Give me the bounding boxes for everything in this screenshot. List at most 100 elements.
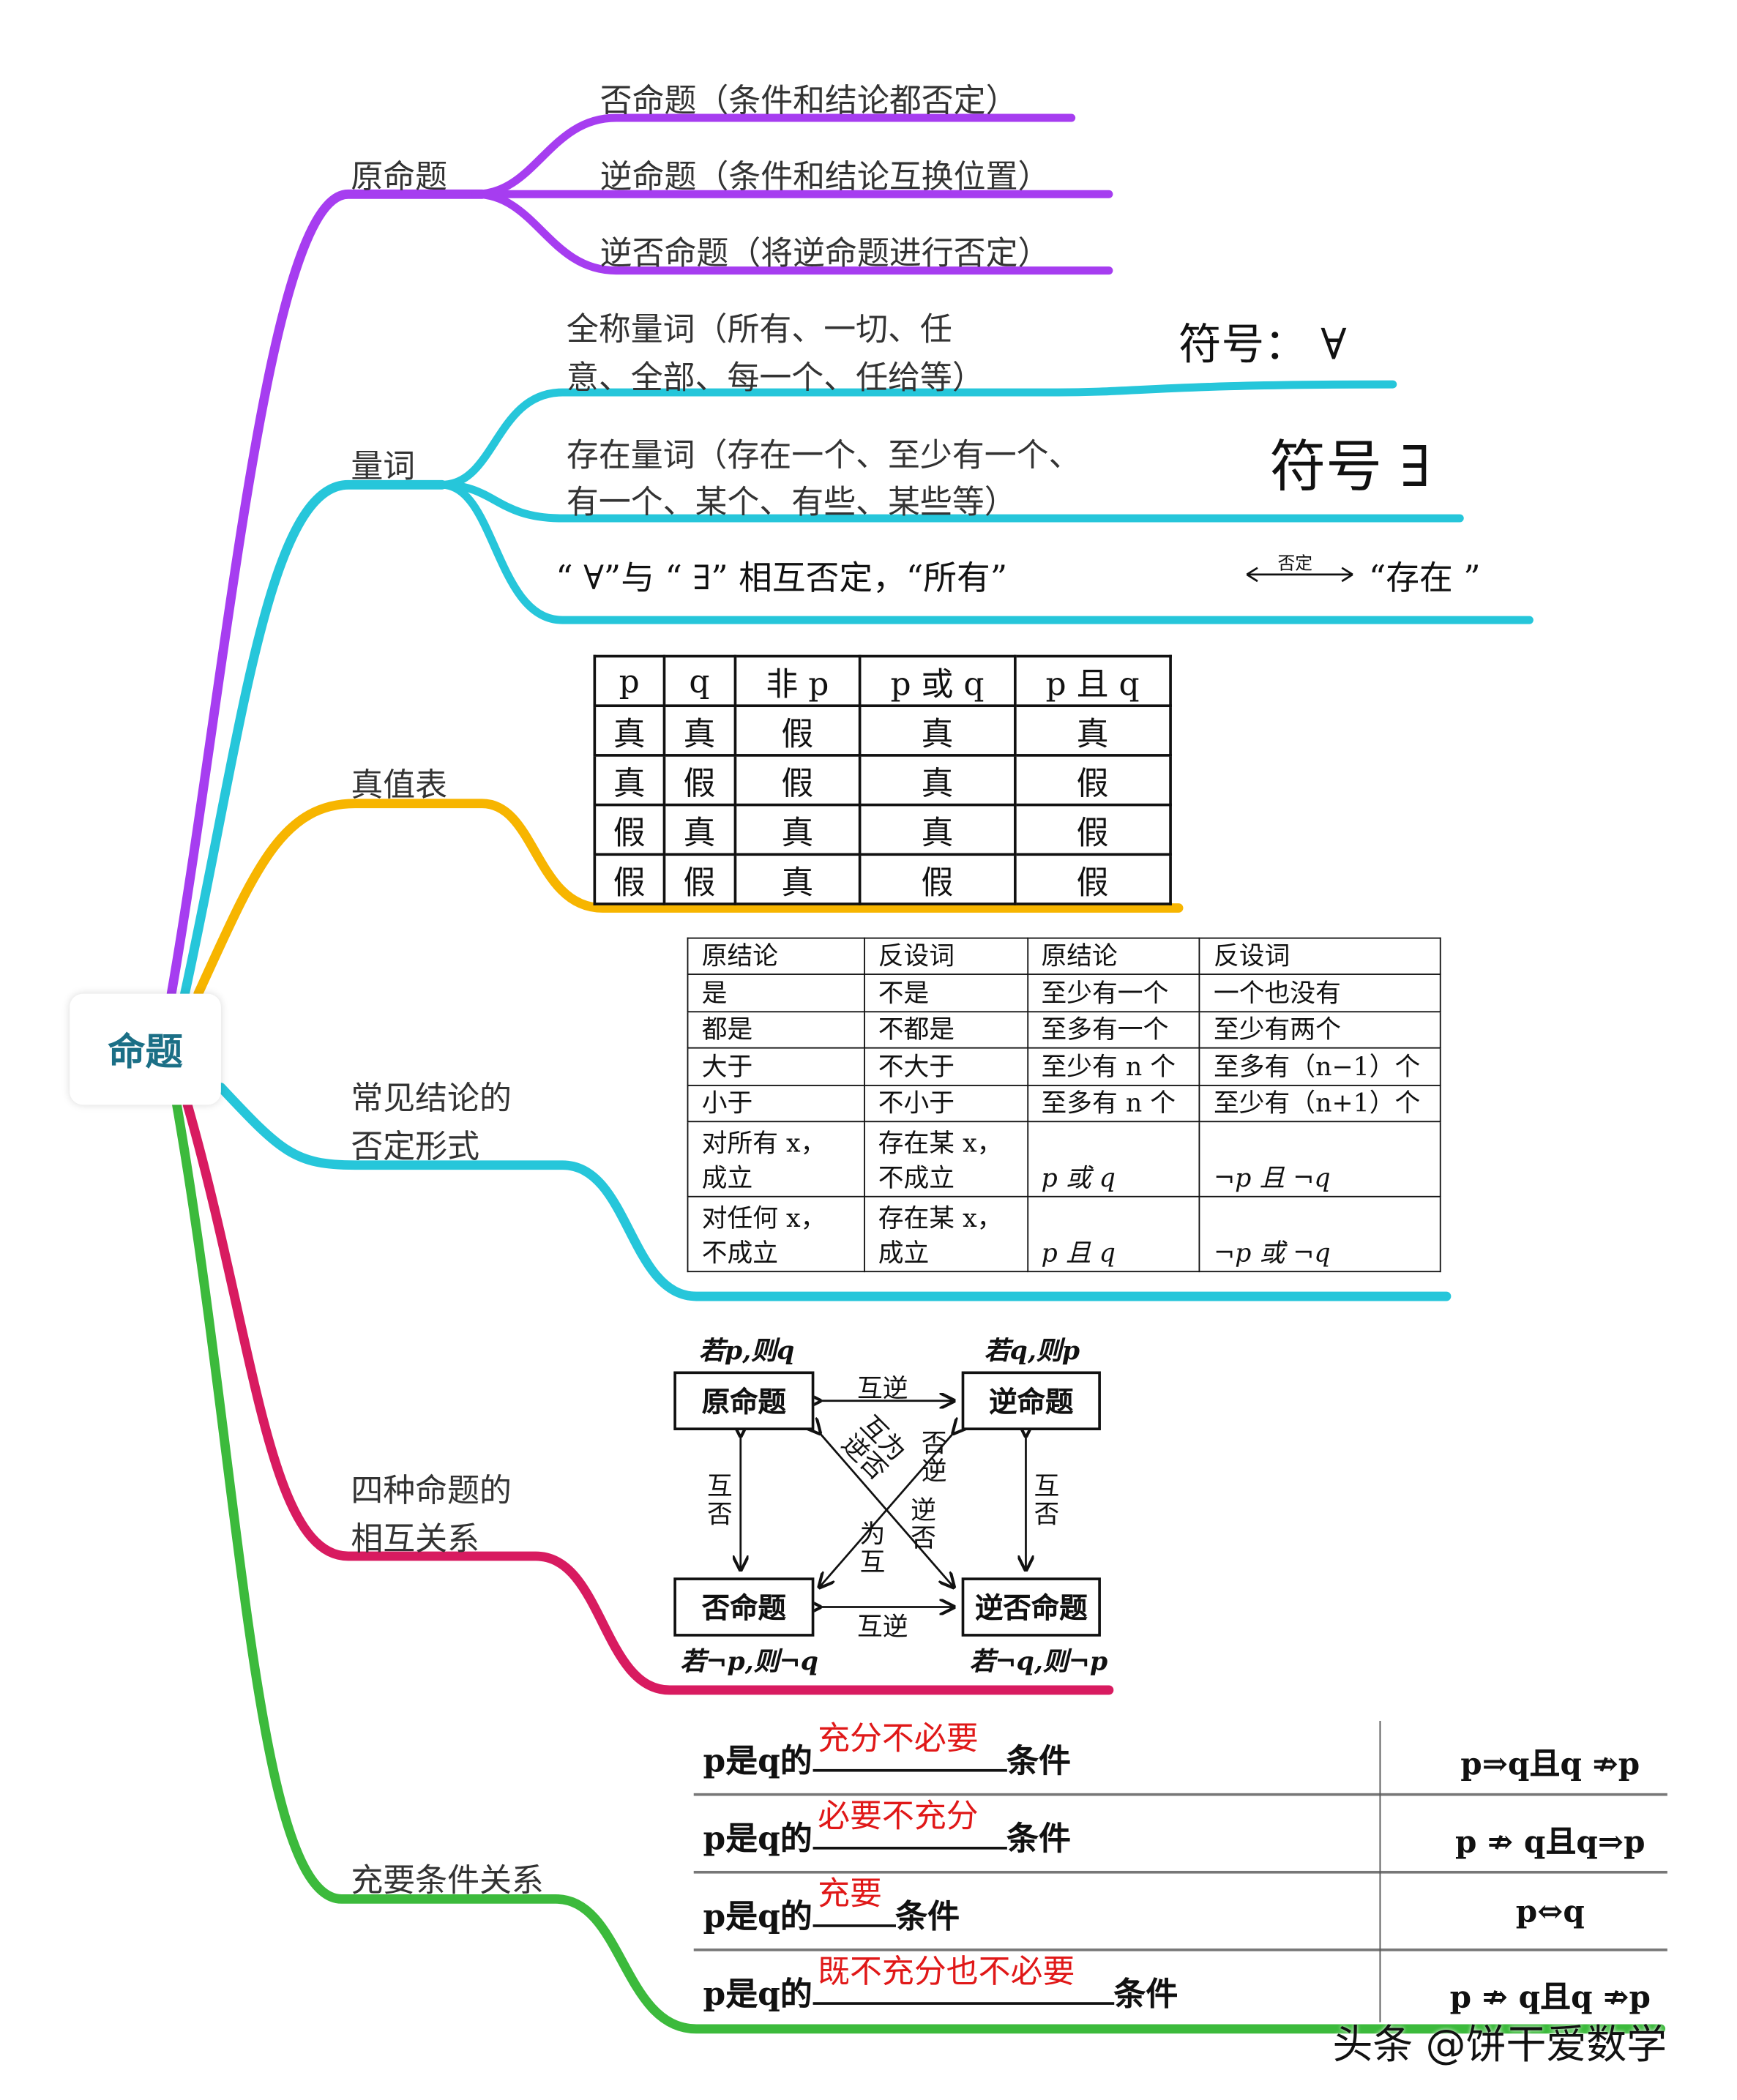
existential-line2: 有一个、某个、有些、某些等） — [566, 483, 1017, 521]
box-contrapositive: 逆否命题 — [961, 1577, 1101, 1637]
node-original[interactable]: 原命题 — [351, 157, 448, 196]
table-cell: 真 — [733, 853, 862, 905]
branch-original-negation — [471, 113, 1076, 198]
table-cell: 假 — [593, 853, 665, 905]
root-node[interactable]: 命题 — [70, 993, 221, 1105]
node-quantifier[interactable]: 量词 — [351, 447, 416, 485]
table-cell: 假 — [859, 853, 1016, 905]
branch-existential — [438, 480, 1464, 523]
branch-original — [166, 189, 488, 998]
answer-text: 必要不充分 — [818, 1797, 979, 1835]
branch-original-contrapositive — [471, 190, 1113, 275]
table-cell: 真 — [662, 704, 736, 757]
table-cell: 真 — [733, 803, 862, 856]
node-negation-forms-1[interactable]: 常见结论的 — [351, 1079, 512, 1117]
node-contrapositive[interactable]: 逆否命题（将逆命题进行否定） — [599, 234, 1050, 272]
column-divider — [1379, 1721, 1381, 2022]
table-header-row: 原结论 反设词 原结论 反设词 — [687, 937, 1441, 976]
answer-text: 充分不必要 — [818, 1719, 979, 1757]
table-cell: 不是 — [863, 974, 1028, 1012]
negation-text-right: “存在 ” — [1368, 558, 1481, 598]
table-cell: 不小于 — [863, 1084, 1028, 1123]
answer-text: 充要 — [818, 1875, 882, 1913]
table-cell: 原结论 — [687, 937, 865, 976]
table-row: 对所有 x， 成立 存在某 x， 不成立 p 或 q ¬p 且 ¬q — [687, 1121, 1441, 1197]
negation-text-left: “ ∀”与 “ ∃” 相互否定，“所有” — [556, 558, 1008, 598]
table-cell: 存在某 x， 不成立 — [863, 1121, 1028, 1197]
row-divider — [693, 1870, 1667, 1874]
rel-diag-2: 否逆 — [921, 1429, 947, 1487]
table-cell: p — [593, 654, 665, 708]
node-truth-table[interactable]: 真值表 — [351, 766, 448, 804]
row-divider — [693, 1948, 1667, 1951]
table-cell: 真 — [859, 754, 1016, 807]
table-cell: 至多有 n 个 — [1026, 1084, 1200, 1123]
table-cell: 假 — [593, 803, 665, 856]
attribution: 头条 @饼干爱数学 — [1332, 2022, 1667, 2069]
rel-right: 互否 — [1034, 1471, 1060, 1530]
table-cell: 假 — [1013, 754, 1172, 807]
table-cell: 非 p — [733, 654, 862, 708]
table-cell: p 且 q — [1013, 654, 1172, 708]
table-cell: 真 — [859, 803, 1016, 856]
form-original: 若p,则q — [699, 1336, 795, 1367]
table-cell: p 或 q — [1026, 1121, 1200, 1197]
table-cell: 至少有（n+1）个 — [1198, 1084, 1441, 1123]
table-cell: 至多有（n−1）个 — [1198, 1047, 1441, 1086]
node-negation[interactable]: 否命题（条件和结论都否定） — [599, 81, 1018, 119]
branch-quantifier — [180, 479, 447, 998]
table-cell: 真 — [593, 704, 665, 757]
table-row: 假假真假假 — [593, 853, 1172, 905]
existential-symbol: 符号 ∃ — [1269, 433, 1431, 500]
table-cell: 反设词 — [863, 937, 1028, 976]
answer-blank: 必要不充分 — [812, 1797, 1007, 1850]
condition-row: p是q的 充要 条件 — [703, 1875, 960, 1937]
condition-row: p是q的 充分不必要 条件 — [703, 1719, 1071, 1781]
table-cell: p 或 q — [859, 654, 1016, 708]
universal-symbol: 符号： ∀ — [1178, 318, 1347, 370]
answer-blank: 既不充分也不必要 — [812, 1953, 1114, 2005]
node-four-propositions-2[interactable]: 相互关系 — [351, 1520, 479, 1558]
box-inverse: 否命题 — [673, 1577, 815, 1637]
table-cell: q — [662, 654, 736, 708]
table-cell: 对所有 x， 成立 — [687, 1121, 865, 1197]
rel-diag-4: 为互 — [859, 1520, 886, 1578]
table-cell: 至多有一个 — [1026, 1010, 1200, 1049]
condition-row: p是q的 必要不充分 条件 — [703, 1797, 1071, 1858]
box-converse: 逆命题 — [961, 1371, 1101, 1431]
proposition-arrows — [670, 1366, 1105, 1640]
table-cell: ¬p 或 ¬q — [1198, 1195, 1441, 1273]
node-converse[interactable]: 逆命题（条件和结论互换位置） — [599, 157, 1050, 196]
table-cell: 对任何 x， 不成立 — [687, 1195, 865, 1273]
rel-bottom: 互逆 — [856, 1612, 908, 1643]
table-cell: 都是 — [687, 1010, 865, 1049]
table-cell: 至少有两个 — [1198, 1010, 1441, 1049]
table-cell: 不大于 — [863, 1047, 1028, 1086]
condition-prefix: p是q的 — [703, 1896, 813, 1935]
table-cell: 至少有一个 — [1026, 974, 1200, 1012]
form-contrapositive: 若¬q,则¬p — [969, 1647, 1108, 1677]
form-converse: 若q,则p — [984, 1336, 1080, 1367]
table-row: 大于 不大于 至少有 n 个至多有（n−1）个 — [687, 1047, 1441, 1086]
table-cell: 假 — [662, 853, 736, 905]
table-row: 真真假真真 — [593, 704, 1172, 757]
node-conditions[interactable]: 充要条件关系 — [351, 1861, 544, 1899]
table-cell: 真 — [1013, 704, 1172, 757]
answer-blank: 充要 — [812, 1875, 896, 1927]
branch-conditions — [172, 1100, 1666, 2034]
table-cell: 存在某 x， 成立 — [863, 1195, 1028, 1273]
rel-diag-3: 逆否 — [911, 1495, 936, 1554]
box-original: 原命题 — [673, 1371, 815, 1431]
branch-quantifier-negation — [438, 480, 1534, 624]
table-cell: 假 — [733, 704, 862, 757]
condition-prefix: p是q的 — [703, 1818, 813, 1858]
table-row: 假真真真假 — [593, 803, 1172, 856]
node-negation-forms-2[interactable]: 否定形式 — [351, 1127, 479, 1165]
branch-truth-table — [193, 799, 1184, 998]
branch-negation-forms — [216, 1083, 1452, 1301]
node-four-propositions-1[interactable]: 四种命题的 — [351, 1471, 512, 1509]
rel-left: 互否 — [707, 1471, 733, 1530]
